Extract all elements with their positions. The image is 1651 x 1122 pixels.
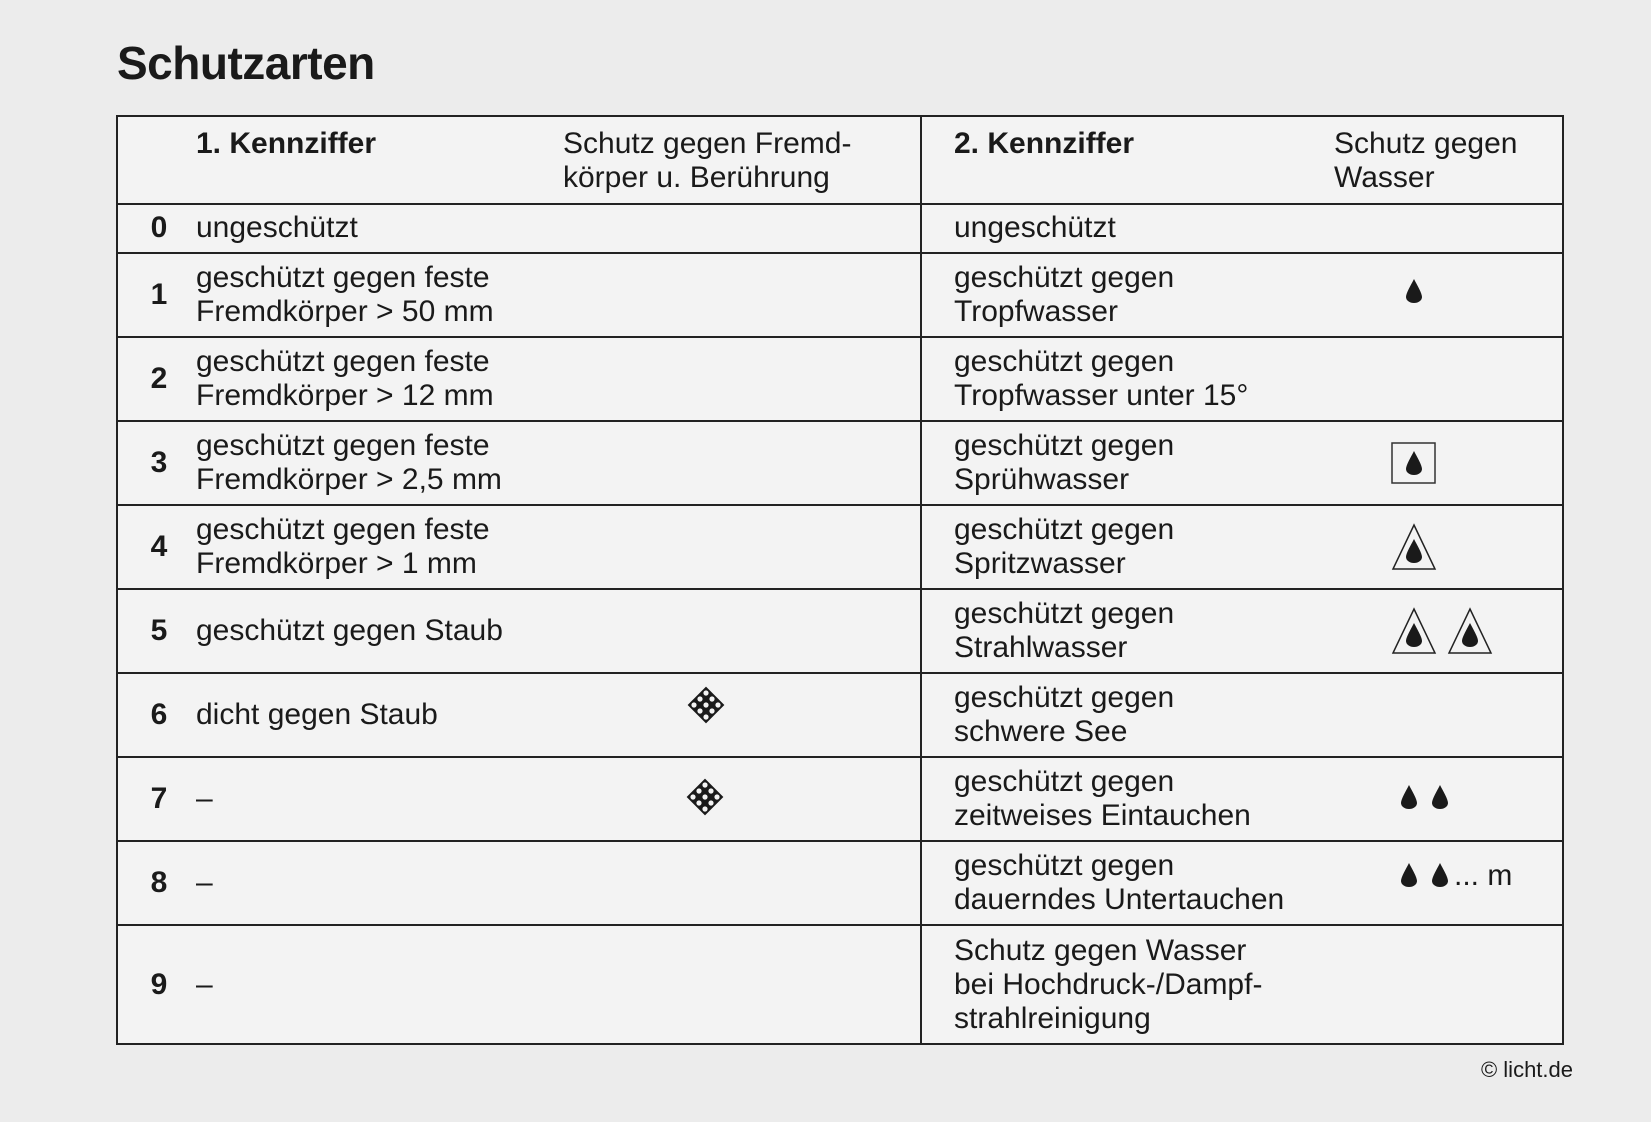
first-digit-description: geschützt gegen feste Fremdkörper > 2,5 …: [196, 429, 502, 496]
first-digit-description: –: [196, 967, 213, 1001]
first-digit-description: geschützt gegen Staub: [196, 614, 503, 647]
first-digit-description: geschützt gegen feste Fremdkörper > 12 m…: [196, 345, 494, 412]
copyright: © licht.de: [1480, 1057, 1573, 1082]
protection-classes-table: 1. Kennziffer Schutz gegen Fremd- körper…: [116, 115, 1564, 1045]
two-drops-in-triangles-icon: [1389, 607, 1499, 662]
second-digit-description: geschützt gegen schwere See: [954, 681, 1175, 748]
code-digit: 9: [150, 967, 168, 1001]
code-digit: 1: [150, 278, 168, 311]
first-digit-description: geschützt gegen feste Fremdkörper > 1 mm: [196, 513, 490, 580]
code-digit: 2: [150, 362, 168, 395]
dust-grid-icon: [685, 684, 729, 733]
table-row: 7 – geschützt gegen zeitweises Eintauche…: [118, 758, 1562, 842]
table-row: 3 geschützt gegen feste Fremdkörper > 2,…: [118, 422, 1562, 506]
second-digit-description: geschützt gegen zeitweises Eintauchen: [954, 765, 1251, 832]
code-digit: 6: [150, 698, 168, 731]
col1-desc: Schutz gegen Fremd- körper u. Berührung: [563, 127, 852, 194]
second-digit-description: geschützt gegen Sprühwasser: [954, 429, 1175, 496]
two-drops-depth-icon: [1389, 853, 1469, 908]
table-header: 1. Kennziffer Schutz gegen Fremd- körper…: [118, 117, 1562, 205]
drop-icon: [1389, 271, 1439, 326]
code-digit: 4: [150, 530, 168, 563]
col2-desc: Schutz gegen Wasser: [1334, 127, 1518, 194]
code-digit: 3: [150, 446, 168, 479]
table-row: 0 ungeschützt ungeschützt: [118, 203, 1562, 254]
code-digit: 7: [150, 782, 168, 815]
column-divider: [920, 117, 922, 1043]
table-row: 1 geschützt gegen feste Fremdkörper > 50…: [118, 254, 1562, 338]
table-row: 9 – Schutz gegen Wasser bei Hochdruck-/D…: [118, 926, 1562, 1045]
depth-label: ... m: [1454, 859, 1513, 892]
drop-in-triangle-icon: [1389, 523, 1439, 578]
col2-label: 2. Kennziffer: [954, 127, 1135, 160]
first-digit-description: –: [196, 866, 213, 899]
first-digit-description: ungeschützt: [196, 210, 358, 244]
first-digit-description: dicht gegen Staub: [196, 698, 438, 731]
second-digit-description: geschützt gegen Strahlwasser: [954, 597, 1175, 664]
drop-in-square-icon: [1389, 439, 1439, 494]
table-row: 2 geschützt gegen feste Fremdkörper > 12…: [118, 338, 1562, 422]
second-digit-description: ungeschützt: [954, 210, 1116, 244]
first-digit-description: geschützt gegen feste Fremdkörper > 50 m…: [196, 261, 494, 328]
table-row: 5 geschützt gegen Staub geschützt gegen …: [118, 590, 1562, 674]
col1-label: 1. Kennziffer: [196, 127, 377, 160]
second-digit-description: geschützt gegen Tropfwasser unter 15°: [954, 345, 1249, 412]
table-row: 6 dicht gegen Staub geschützt gegen schw…: [118, 674, 1562, 758]
two-drops-icon: [1389, 775, 1469, 830]
second-digit-description: geschützt gegen dauerndes Untertauchen: [954, 849, 1285, 916]
page-title: Schutzarten: [117, 37, 375, 89]
code-digit: 0: [150, 210, 168, 244]
table-row: 4 geschützt gegen feste Fremdkörper > 1 …: [118, 506, 1562, 590]
second-digit-description: geschützt gegen Tropfwasser: [954, 261, 1175, 328]
dust-grid-solid-icon: [684, 776, 728, 825]
second-digit-description: Schutz gegen Wasser bei Hochdruck-/Dampf…: [954, 933, 1263, 1035]
first-digit-description: –: [196, 782, 213, 815]
code-digit: 5: [150, 614, 168, 647]
table-row: 8 – geschützt gegen dauerndes Untertauch…: [118, 842, 1562, 926]
code-digit: 8: [150, 866, 168, 899]
second-digit-description: geschützt gegen Spritzwasser: [954, 513, 1175, 580]
